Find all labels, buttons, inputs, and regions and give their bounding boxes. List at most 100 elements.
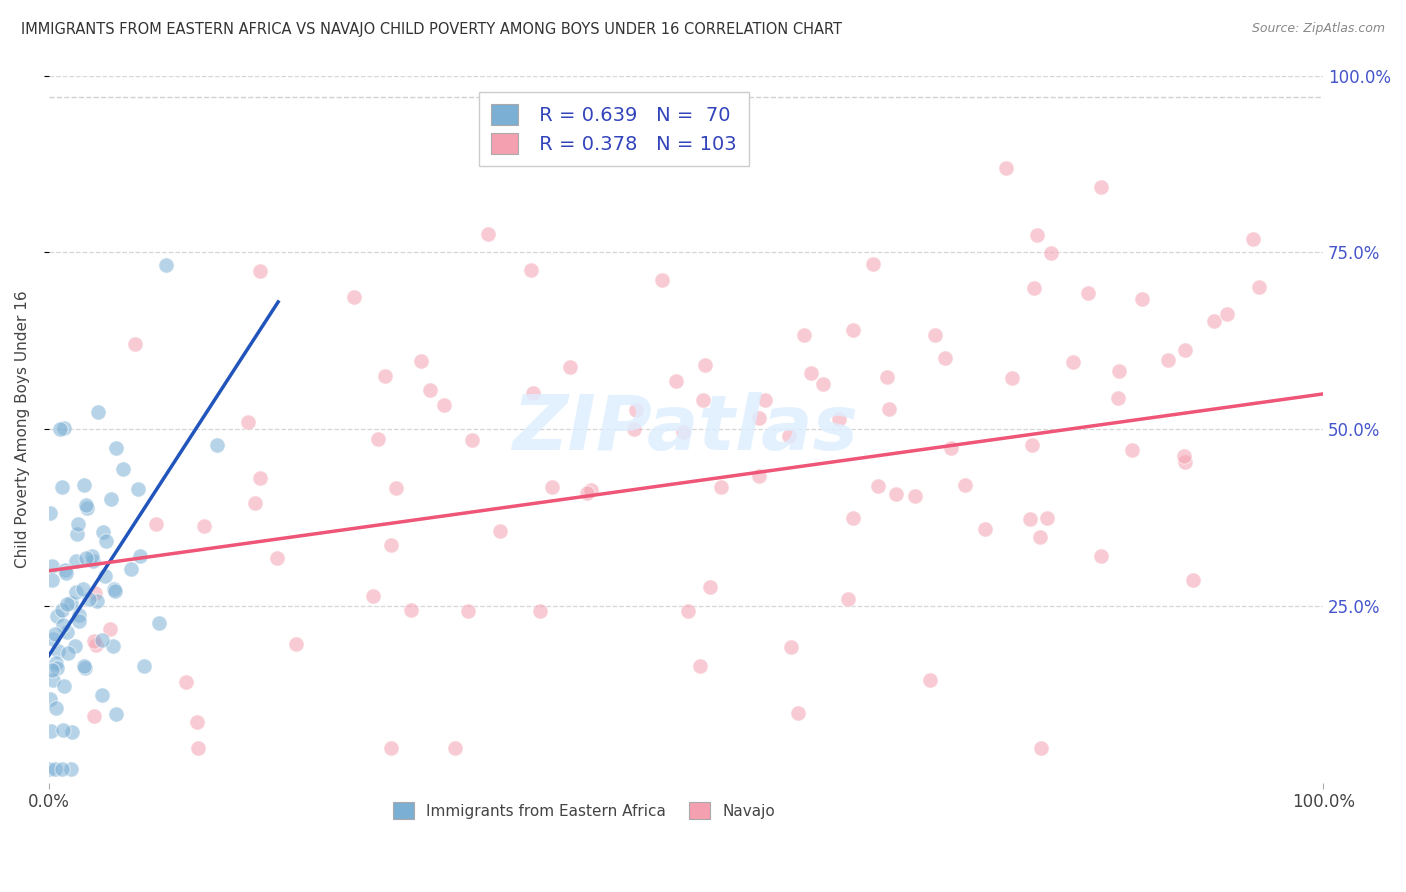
Point: [53, 679, 76, 693]
Point: [1077, 286, 1099, 301]
Point: [72, 582, 94, 596]
Point: [65, 585, 87, 599]
Point: [103, 582, 125, 596]
Point: [1021, 438, 1043, 452]
Point: [920, 673, 942, 687]
Point: [124, 337, 146, 351]
Point: [695, 358, 717, 372]
Point: [342, 290, 364, 304]
Point: [380, 538, 402, 552]
Point: [461, 433, 484, 447]
Point: [384, 482, 406, 496]
Text: IMMIGRANTS FROM EASTERN AFRICA VS NAVAJO CHILD POVERTY AMONG BOYS UNDER 16 CORRE: IMMIGRANTS FROM EASTERN AFRICA VS NAVAJO…: [21, 22, 842, 37]
Point: [363, 589, 385, 603]
Point: [41, 663, 63, 677]
Point: [529, 604, 551, 618]
Point: [94, 534, 117, 549]
Point: [41, 559, 63, 574]
Point: [75, 550, 97, 565]
Point: [1173, 449, 1195, 463]
Point: [366, 432, 388, 446]
Point: [558, 359, 581, 374]
Point: [44, 762, 66, 776]
Point: [1108, 364, 1130, 378]
Point: [1249, 280, 1271, 294]
Point: [1029, 530, 1052, 544]
Point: [748, 410, 770, 425]
Point: [60, 724, 83, 739]
Point: [1181, 574, 1204, 588]
Point: [73, 658, 96, 673]
Point: [433, 398, 456, 412]
Point: [90, 688, 112, 702]
Point: [59, 762, 82, 776]
Point: [626, 403, 648, 417]
Point: [41, 673, 63, 687]
Point: [793, 328, 815, 343]
Point: [266, 550, 288, 565]
Point: [941, 442, 963, 456]
Point: [1024, 280, 1046, 294]
Point: [67, 614, 90, 628]
Point: [45, 701, 67, 715]
Point: [1090, 180, 1112, 194]
Point: [1174, 455, 1197, 469]
Point: [1035, 511, 1057, 525]
Point: [45, 656, 67, 670]
Point: [187, 740, 209, 755]
Point: [1157, 353, 1180, 368]
Point: [52, 618, 75, 632]
Point: [884, 487, 907, 501]
Point: [46, 661, 69, 675]
Point: [41, 573, 63, 587]
Point: [100, 491, 122, 506]
Point: [676, 604, 699, 618]
Point: [42, 632, 65, 646]
Point: [52, 723, 75, 737]
Point: [1025, 227, 1047, 242]
Point: [75, 498, 97, 512]
Point: [399, 603, 422, 617]
Point: [80, 549, 103, 564]
Point: [56, 597, 79, 611]
Point: [1130, 293, 1153, 307]
Point: [112, 462, 135, 476]
Point: [579, 483, 602, 497]
Point: [522, 386, 544, 401]
Point: [665, 374, 688, 388]
Point: [754, 393, 776, 408]
Point: [38, 762, 60, 776]
Point: [66, 516, 89, 531]
Point: [409, 353, 432, 368]
Point: [51, 603, 73, 617]
Point: [1173, 343, 1195, 357]
Point: [84, 586, 107, 600]
Point: [82, 554, 104, 568]
Point: [1204, 313, 1226, 327]
Point: [86, 593, 108, 607]
Point: [91, 632, 114, 647]
Point: [55, 625, 77, 640]
Point: [779, 429, 801, 443]
Point: [489, 524, 512, 538]
Text: ZIPatlas: ZIPatlas: [513, 392, 859, 467]
Point: [443, 740, 465, 755]
Point: [934, 351, 956, 365]
Text: Source: ZipAtlas.com: Source: ZipAtlas.com: [1251, 22, 1385, 36]
Point: [38, 692, 60, 706]
Point: [419, 383, 441, 397]
Point: [98, 622, 121, 636]
Point: [1029, 740, 1052, 755]
Point: [1107, 391, 1129, 405]
Point: [842, 511, 865, 525]
Point: [903, 489, 925, 503]
Point: [105, 706, 128, 721]
Point: [72, 477, 94, 491]
Point: [689, 659, 711, 673]
Point: [93, 525, 115, 540]
Point: [174, 675, 197, 690]
Point: [101, 639, 124, 653]
Point: [842, 323, 865, 337]
Point: [53, 563, 76, 577]
Point: [49, 422, 72, 436]
